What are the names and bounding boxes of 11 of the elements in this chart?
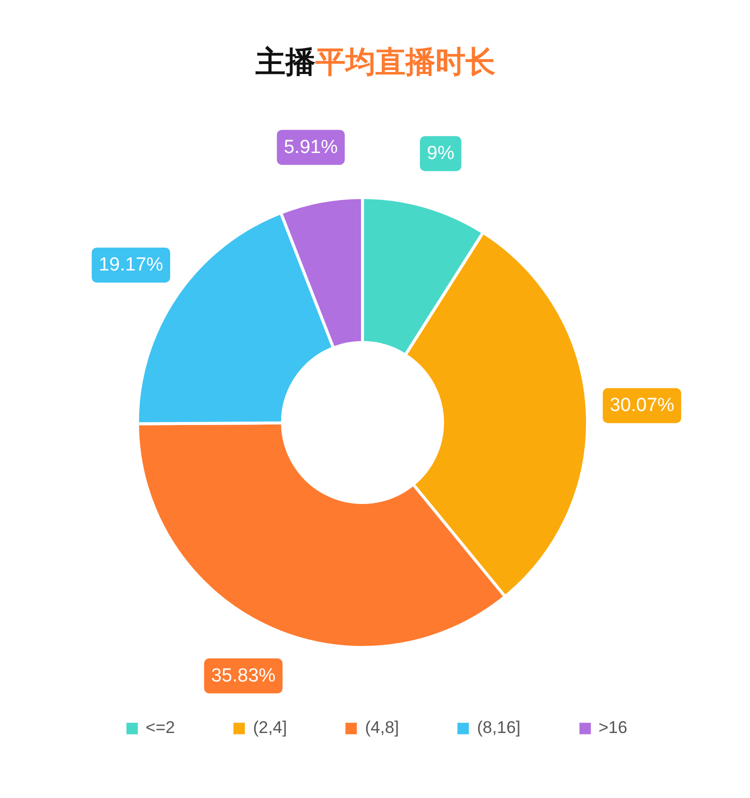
data-label: 9% [426,143,454,164]
chart-title: 主播平均直播时长 [254,45,496,80]
data-label: 5.91% [284,136,338,158]
legend-label: (4,8] [364,718,400,738]
data-label: 30.07% [610,395,674,416]
legend-label: (8,16] [477,718,521,738]
legend-label: <=2 [146,718,175,738]
data-label: 35.83% [211,665,276,686]
legend-label: >16 [598,718,628,738]
data-label: 19.17% [98,254,164,276]
legend-label: (2,4] [252,718,287,738]
